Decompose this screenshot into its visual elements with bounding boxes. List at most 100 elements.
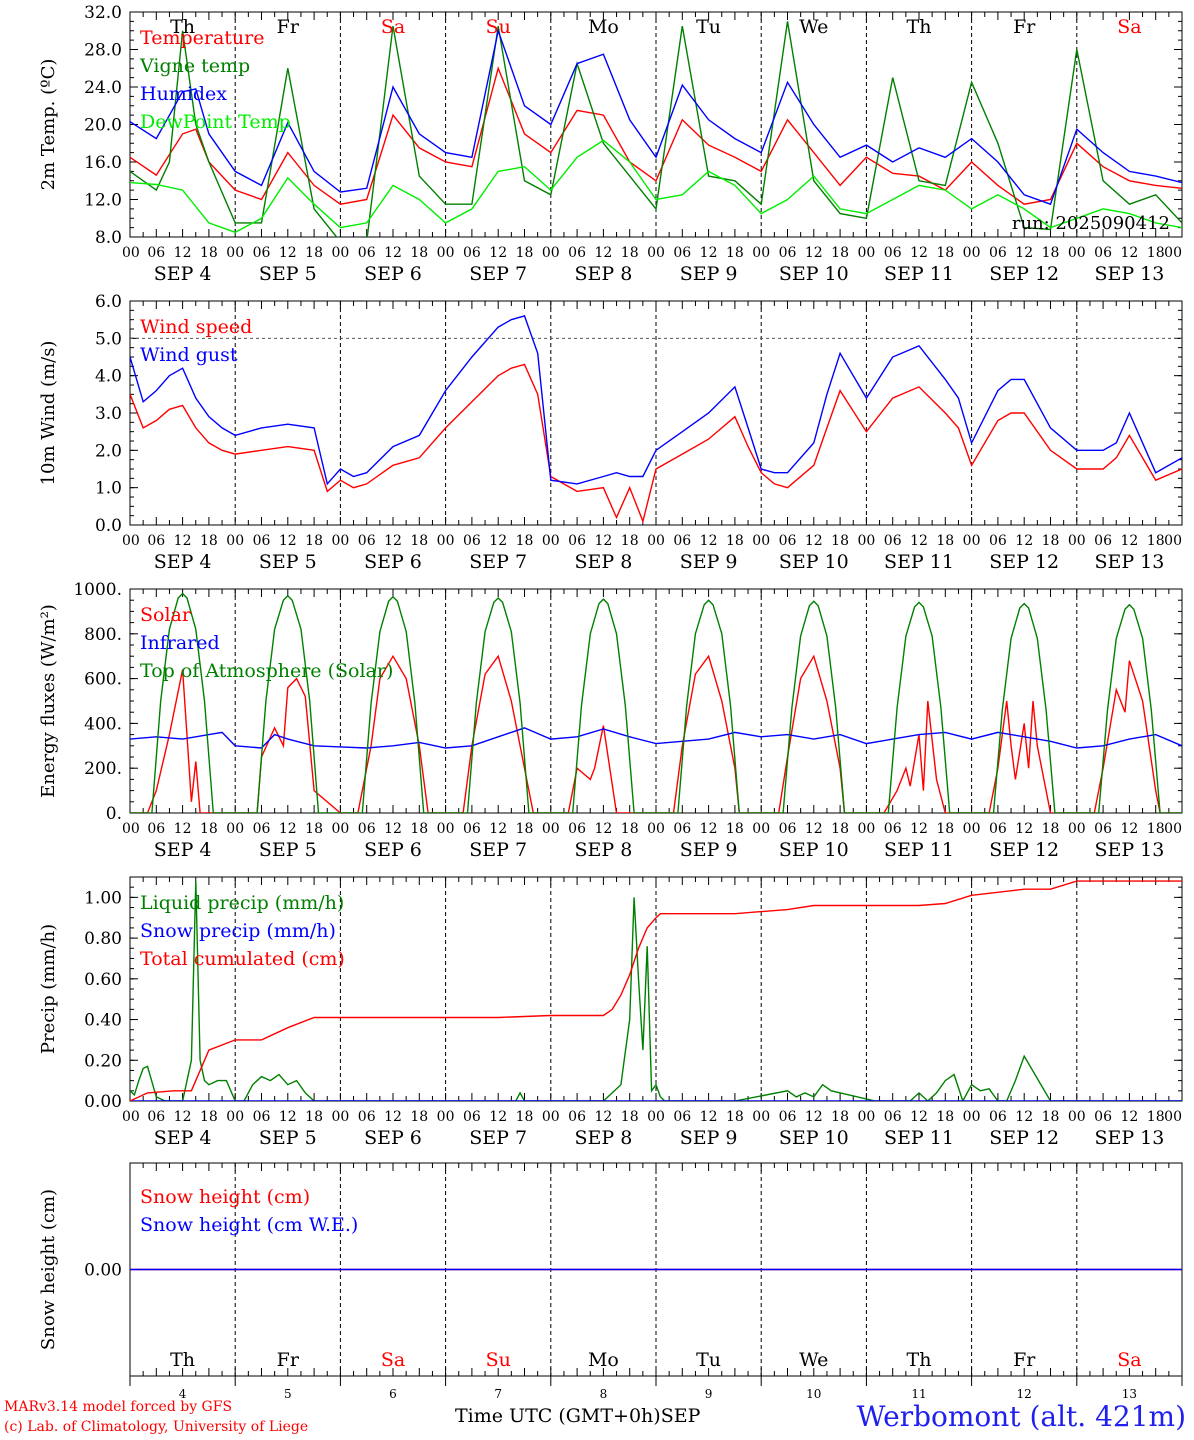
- hour-tick-label: 18: [1042, 821, 1060, 837]
- hour-tick-label: 06: [358, 1109, 376, 1125]
- day-number-label: 4: [179, 1387, 187, 1401]
- hour-tick-label: 12: [700, 533, 718, 549]
- y-tick-label: 200.: [84, 759, 122, 779]
- hour-tick-label: 12: [489, 821, 507, 837]
- hour-tick-label: 18: [831, 821, 849, 837]
- hour-tick-label: 18: [726, 245, 744, 261]
- date-label: SEP 10: [779, 839, 849, 861]
- hour-tick-label: 00: [857, 533, 875, 549]
- date-label: SEP 10: [779, 263, 849, 285]
- date-label: SEP 5: [259, 263, 317, 285]
- y-tick-label: 600.: [84, 670, 122, 690]
- hour-tick-label: 12: [910, 1109, 928, 1125]
- date-label: SEP 12: [989, 839, 1059, 861]
- hour-tick-label: 18: [831, 533, 849, 549]
- y-tick-label: 3.0: [95, 404, 122, 424]
- y-tick-label: 4.0: [95, 367, 122, 387]
- hour-tick-label: 06: [568, 533, 586, 549]
- hour-tick-label: 06: [673, 245, 691, 261]
- weekday-label: Tu: [696, 16, 721, 38]
- date-label: SEP 10: [779, 551, 849, 573]
- legend-entry: Top of Atmosphere (Solar): [140, 660, 393, 682]
- series-line-top-of-atmosphere-solar-: [130, 592, 1182, 813]
- hour-tick-label: 12: [805, 821, 823, 837]
- hour-tick-label: 06: [358, 245, 376, 261]
- date-label: SEP 13: [1094, 263, 1164, 285]
- hour-tick-label: 00: [857, 1109, 875, 1125]
- hour-tick-label: 06: [989, 821, 1007, 837]
- legend-entry: Snow precip (mm/h): [140, 920, 336, 942]
- hour-tick-label: 12: [700, 1109, 718, 1125]
- hour-tick-label: 18: [305, 821, 323, 837]
- hour-tick-label: 00: [1164, 533, 1182, 549]
- hour-tick-label: 06: [463, 533, 481, 549]
- day-number-label: 6: [389, 1387, 397, 1401]
- hour-tick-label: 06: [673, 1109, 691, 1125]
- weekday-label: Mo: [588, 16, 619, 38]
- series-line-total-cumulated-cm-: [130, 880, 1182, 1101]
- hour-tick-label: 12: [384, 821, 402, 837]
- legend-entry: Vigne temp: [139, 55, 250, 77]
- hour-tick-label: 00: [122, 245, 140, 261]
- hour-tick-label: 18: [1147, 533, 1165, 549]
- hour-tick-label: 06: [1094, 533, 1112, 549]
- day-number-label: 9: [705, 1387, 713, 1401]
- hour-tick-label: 12: [700, 821, 718, 837]
- hour-tick-label: 12: [384, 533, 402, 549]
- hour-tick-label: 12: [1015, 821, 1033, 837]
- footer-x-axis-label: Time UTC (GMT+0h)SEP: [455, 1405, 700, 1427]
- hour-tick-label: 18: [305, 245, 323, 261]
- hour-tick-label: 18: [516, 533, 534, 549]
- hour-tick-label: 18: [936, 245, 954, 261]
- hour-tick-label: 06: [463, 245, 481, 261]
- hour-tick-label: 18: [621, 821, 639, 837]
- hour-tick-label: 00: [1068, 245, 1086, 261]
- hour-tick-label: 06: [884, 1109, 902, 1125]
- x-axis-month: SEP: [660, 1405, 701, 1427]
- y-tick-label: 0.00: [84, 1261, 122, 1281]
- legend-entry: Humidex: [140, 83, 227, 105]
- hour-tick-label: 18: [1042, 245, 1060, 261]
- y-tick-label: 400.: [84, 714, 122, 734]
- hour-tick-label: 18: [831, 1109, 849, 1125]
- weekday-label: Sa: [381, 16, 405, 38]
- date-label: SEP 10: [779, 1127, 849, 1149]
- hour-tick-label: 00: [331, 1109, 349, 1125]
- weekday-label: Fr: [1013, 1349, 1036, 1371]
- hour-tick-label: 06: [1094, 245, 1112, 261]
- hour-tick-label: 00: [647, 533, 665, 549]
- hour-tick-label: 12: [174, 821, 192, 837]
- footer-model-credit: MARv3.14 model forced by GFS: [4, 1399, 233, 1415]
- hour-tick-label: 18: [1147, 821, 1165, 837]
- hour-tick-label: 12: [174, 533, 192, 549]
- hour-tick-label: 00: [647, 821, 665, 837]
- hour-tick-label: 12: [489, 1109, 507, 1125]
- hour-tick-label: 06: [253, 821, 271, 837]
- hour-tick-label: 12: [594, 245, 612, 261]
- hour-tick-label: 00: [857, 821, 875, 837]
- series-line-wind-gust: [130, 315, 1182, 486]
- date-label: SEP 9: [680, 839, 738, 861]
- series-line-dewpoint-temp: [130, 139, 1182, 234]
- weekday-label: We: [799, 1349, 828, 1371]
- hour-tick-label: 18: [516, 821, 534, 837]
- hour-tick-label: 18: [621, 533, 639, 549]
- hour-tick-label: 00: [331, 821, 349, 837]
- y-tick-label: 0.60: [84, 970, 122, 990]
- series-line-vigne-temp: [130, 21, 1182, 237]
- y-tick-label: 0.40: [84, 1011, 122, 1031]
- hour-tick-label: 12: [805, 245, 823, 261]
- hour-tick-label: 00: [647, 1109, 665, 1125]
- day-number-label: 13: [1122, 1387, 1137, 1401]
- y-tick-label: 20.0: [84, 116, 122, 136]
- hour-tick-label: 12: [594, 533, 612, 549]
- hour-tick-label: 00: [331, 245, 349, 261]
- y-tick-label: 1.00: [84, 888, 122, 908]
- date-label: SEP 6: [364, 263, 422, 285]
- date-label: SEP 7: [469, 263, 527, 285]
- hour-tick-label: 06: [358, 821, 376, 837]
- hour-tick-label: 18: [726, 1109, 744, 1125]
- legend-entry: Total cumulated (cm): [140, 948, 345, 970]
- hour-tick-label: 12: [279, 533, 297, 549]
